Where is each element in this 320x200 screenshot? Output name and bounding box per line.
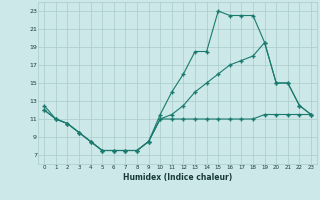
X-axis label: Humidex (Indice chaleur): Humidex (Indice chaleur) bbox=[123, 173, 232, 182]
